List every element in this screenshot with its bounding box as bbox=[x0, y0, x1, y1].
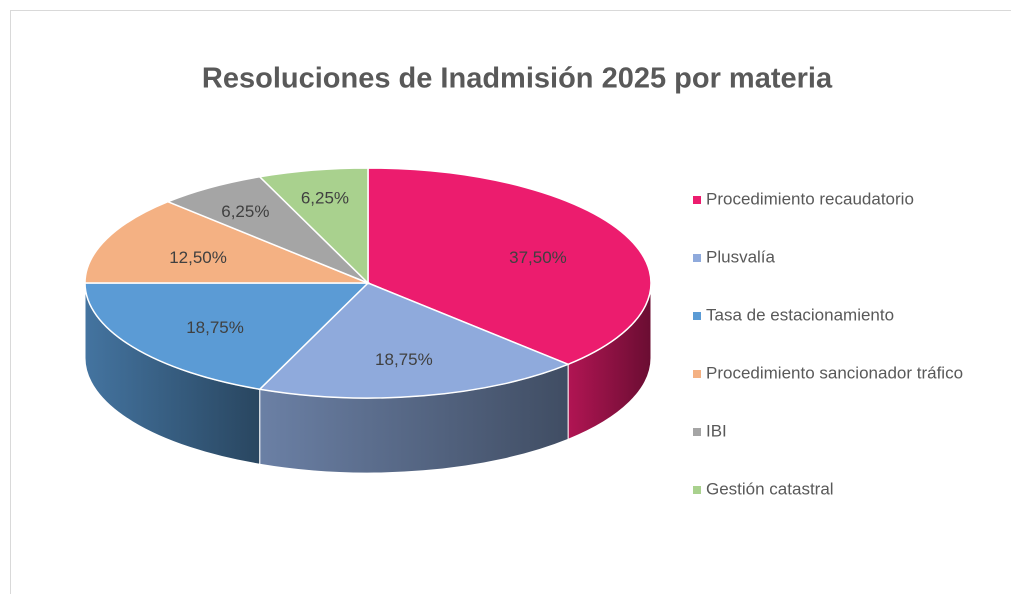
legend-swatch bbox=[693, 254, 701, 262]
legend-swatch bbox=[693, 312, 701, 320]
data-label: 6,25% bbox=[221, 202, 269, 221]
legend-label: Tasa de estacionamiento bbox=[706, 305, 894, 324]
data-label: 18,75% bbox=[186, 318, 244, 337]
data-label: 18,75% bbox=[375, 350, 433, 369]
chart-title: Resoluciones de Inadmisión 2025 por mate… bbox=[202, 63, 833, 95]
data-label: 37,50% bbox=[509, 248, 567, 267]
legend-label: IBI bbox=[706, 421, 727, 440]
legend-swatch bbox=[693, 428, 701, 436]
legend-label: Plusvalía bbox=[706, 247, 776, 266]
legend-swatch bbox=[693, 196, 701, 204]
legend-label: Procedimiento sancionador tráfico bbox=[706, 363, 963, 382]
data-label: 12,50% bbox=[169, 248, 227, 267]
data-label: 6,25% bbox=[301, 189, 349, 208]
legend-swatch bbox=[693, 486, 701, 494]
legend-swatch bbox=[693, 370, 701, 378]
legend-label: Procedimiento recaudatorio bbox=[706, 189, 914, 208]
legend-label: Gestión catastral bbox=[706, 479, 834, 498]
